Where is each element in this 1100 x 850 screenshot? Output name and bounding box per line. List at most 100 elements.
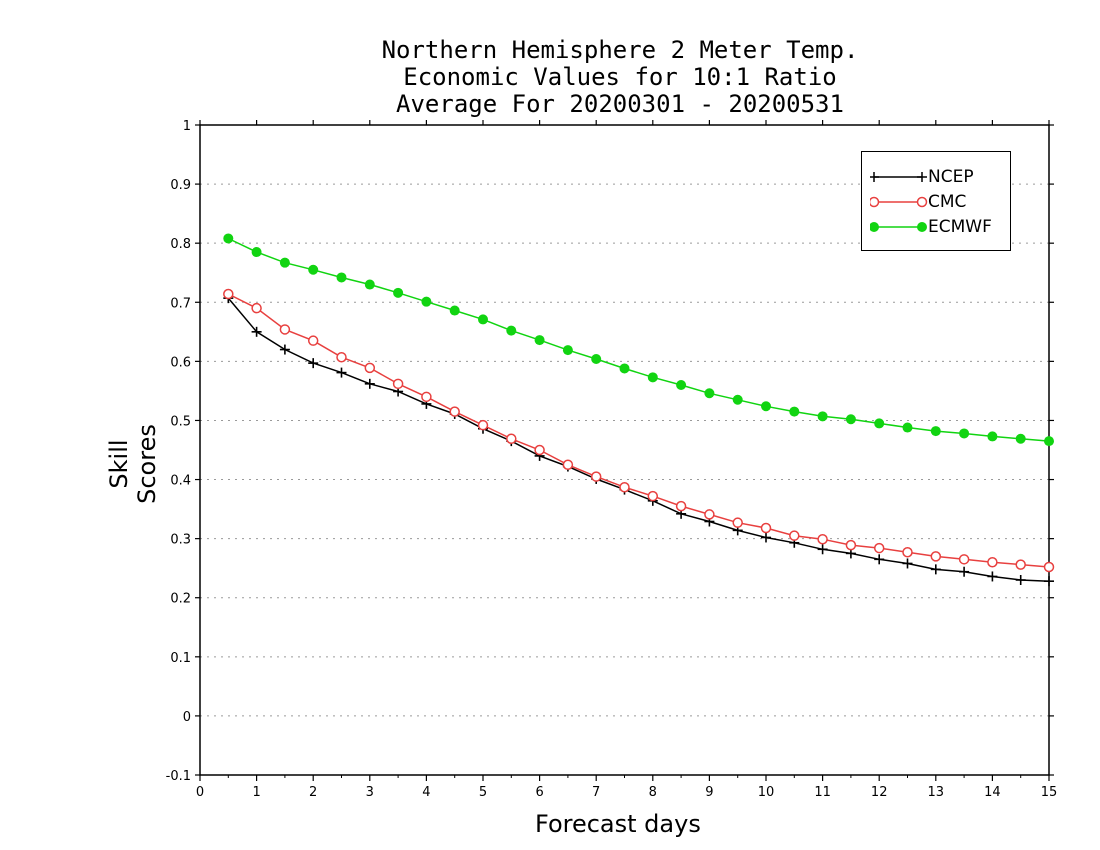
point-ncep bbox=[364, 378, 375, 389]
x-tick-label: 6 bbox=[535, 785, 543, 800]
point-ncep bbox=[987, 571, 998, 582]
point-cmc bbox=[336, 351, 347, 363]
point-cmc bbox=[987, 557, 998, 568]
point-cmc bbox=[477, 419, 489, 431]
point-cmc bbox=[449, 406, 460, 417]
y-tick-label: -0.1 bbox=[166, 769, 191, 784]
x-tick-label: 3 bbox=[366, 785, 374, 800]
y-tick-label: 0.1 bbox=[170, 651, 191, 666]
point-ecmwf bbox=[647, 372, 658, 383]
point-ecmwf bbox=[732, 394, 743, 405]
series-cmc bbox=[223, 288, 1055, 573]
point-ncep bbox=[959, 566, 970, 577]
legend-swatch-ncep bbox=[870, 172, 927, 182]
point-ecmwf bbox=[251, 247, 262, 258]
legend-swatch-cmc bbox=[870, 196, 928, 208]
point-ecmwf bbox=[562, 345, 573, 356]
x-tick-label: 8 bbox=[649, 785, 657, 800]
x-tick-label: 10 bbox=[758, 785, 775, 800]
x-tick-label: 4 bbox=[422, 785, 430, 800]
point-ecmwf bbox=[789, 406, 800, 417]
point-ecmwf bbox=[478, 314, 488, 325]
point-ncep bbox=[279, 344, 290, 355]
point-cmc bbox=[1015, 559, 1026, 570]
y-tick-label: 0.3 bbox=[170, 533, 191, 548]
x-tick-label: 11 bbox=[814, 785, 831, 800]
point-cmc bbox=[590, 471, 602, 482]
y-tick-label: 0.4 bbox=[170, 474, 191, 489]
point-cmc bbox=[704, 509, 715, 520]
x-tick-label: 1 bbox=[252, 785, 260, 800]
legend-label-ecmwf: ECMWF bbox=[928, 217, 992, 237]
point-ecmwf bbox=[845, 414, 856, 425]
point-cmc bbox=[506, 433, 517, 445]
series-line-ncep bbox=[227, 297, 1050, 582]
point-cmc bbox=[534, 444, 545, 456]
point-ecmwf bbox=[308, 264, 319, 275]
legend-item-cmc: CMC bbox=[862, 192, 1010, 212]
point-ncep bbox=[251, 326, 262, 337]
x-tick-label: 9 bbox=[705, 785, 713, 800]
axis-ticks: -0.100.10.20.30.40.50.60.70.80.910 1 2 3 4 5 6… bbox=[166, 119, 1058, 800]
point-cmc bbox=[1043, 561, 1055, 573]
y-tick-label: 0.8 bbox=[170, 237, 191, 252]
point-ncep bbox=[902, 558, 913, 569]
point-ecmwf bbox=[676, 380, 687, 390]
y-tick-label: 1 bbox=[183, 119, 191, 134]
point-cmc bbox=[421, 391, 432, 403]
point-ncep bbox=[1015, 575, 1026, 585]
point-cmc bbox=[789, 530, 800, 541]
point-ecmwf bbox=[987, 431, 998, 442]
y-tick-label: 0 bbox=[183, 710, 191, 725]
series-ecmwf bbox=[223, 233, 1054, 447]
point-ecmwf bbox=[279, 257, 290, 268]
point-cmc bbox=[958, 554, 970, 565]
point-ecmwf bbox=[930, 426, 941, 437]
point-ecmwf bbox=[421, 296, 432, 307]
point-ncep bbox=[874, 554, 885, 565]
point-ecmwf bbox=[336, 272, 347, 283]
point-cmc bbox=[251, 302, 262, 314]
point-ecmwf bbox=[902, 422, 913, 433]
point-ecmwf bbox=[959, 428, 970, 439]
y-axis-label: Skill Scores bbox=[105, 424, 161, 504]
point-ecmwf bbox=[591, 354, 602, 364]
point-ecmwf bbox=[704, 388, 715, 399]
x-tick-label: 14 bbox=[984, 785, 1001, 800]
x-tick-label: 5 bbox=[479, 785, 487, 800]
x-axis-label: Forecast days bbox=[535, 810, 701, 838]
point-cmc bbox=[279, 324, 291, 335]
point-cmc bbox=[873, 542, 885, 554]
legend-swatch-ecmwf bbox=[870, 222, 927, 232]
series-line-ecmwf bbox=[227, 237, 1050, 442]
legend-label-ncep: NCEP bbox=[928, 167, 974, 187]
chart-title-line-3: Average For 20200301 - 20200531 bbox=[396, 90, 844, 118]
y-tick-label: 0.7 bbox=[170, 296, 191, 311]
legend-item-ncep: NCEP bbox=[862, 167, 1010, 187]
series-lines bbox=[223, 233, 1055, 587]
point-ecmwf bbox=[223, 233, 234, 244]
grid-lines bbox=[200, 183, 1049, 717]
point-ncep bbox=[336, 367, 347, 378]
point-ecmwf bbox=[619, 363, 630, 374]
point-ncep bbox=[308, 358, 319, 369]
x-tick-label: 15 bbox=[1041, 785, 1058, 800]
x-tick-label: 13 bbox=[928, 785, 945, 800]
point-cmc bbox=[307, 335, 319, 346]
legend-item-ecmwf: ECMWF bbox=[862, 217, 1010, 237]
point-cmc bbox=[817, 533, 828, 545]
x-tick-label: 12 bbox=[871, 785, 888, 800]
point-cmc bbox=[902, 546, 913, 558]
point-cmc bbox=[675, 500, 687, 512]
point-ncep bbox=[930, 564, 941, 575]
point-cmc bbox=[364, 362, 376, 374]
point-ecmwf bbox=[364, 279, 375, 290]
point-ecmwf bbox=[817, 411, 828, 422]
point-cmc bbox=[845, 539, 857, 551]
point-ncep bbox=[761, 532, 771, 543]
y-tick-label: 0.9 bbox=[170, 178, 191, 193]
point-ncep bbox=[817, 544, 828, 555]
point-cmc bbox=[732, 517, 743, 528]
y-tick-label: 0.5 bbox=[170, 414, 191, 429]
